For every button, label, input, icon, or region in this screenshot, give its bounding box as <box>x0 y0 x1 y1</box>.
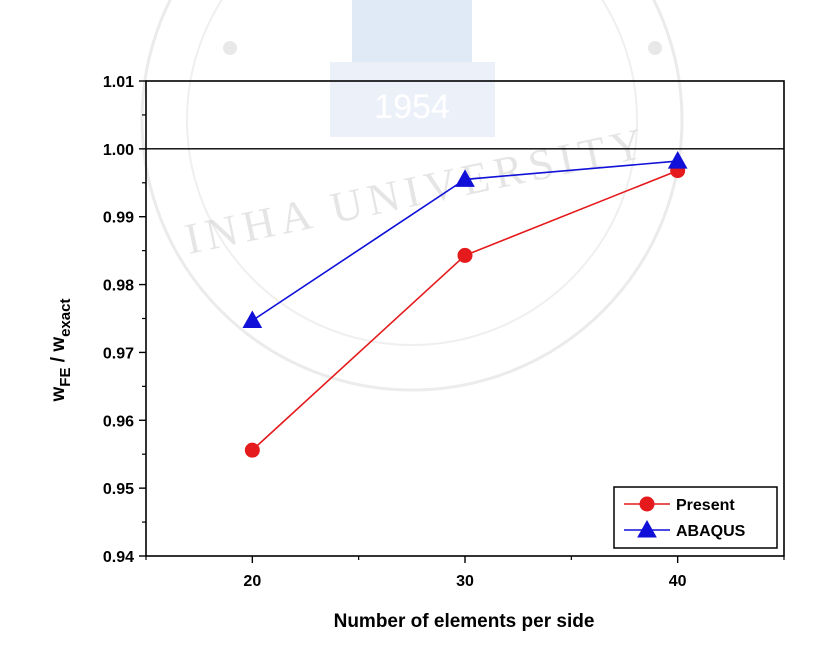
legend-label-abaqus: ABAQUS <box>676 523 746 540</box>
y-axis-title-w1: w <box>48 386 69 402</box>
plot-frame <box>145 80 785 557</box>
data-point-present <box>244 442 260 458</box>
legend-label-present: Present <box>676 497 735 514</box>
x-tick-label: 30 <box>456 573 474 590</box>
y-tick-label: 0.96 <box>103 413 134 430</box>
data-point-present <box>457 247 473 263</box>
y-tick-label: 0.94 <box>103 549 134 566</box>
data-point-abaqus <box>455 169 475 187</box>
y-tick-label: 0.98 <box>103 278 134 295</box>
data-point-abaqus <box>242 310 263 329</box>
legend-box <box>613 486 778 549</box>
y-tick-label: 1.01 <box>103 74 134 91</box>
x-axis-title: Number of elements per side <box>334 611 595 632</box>
legend-item-abaqus: ABAQUS <box>624 519 746 540</box>
y-tick-label: 0.99 <box>103 210 134 227</box>
y-axis-title-sub1: FE <box>57 368 74 387</box>
y-axis-title-sub2: exact <box>57 299 74 337</box>
y-tick-label: 0.97 <box>103 345 134 362</box>
legend-marker-present <box>639 496 655 512</box>
y-tick-label: 1.00 <box>103 142 134 159</box>
series-abaqus <box>242 151 688 329</box>
axes: 0.94 0.95 0.96 0.97 0.98 0.99 1.00 1.01 20 30 40 <box>103 74 785 590</box>
y-axis-title-w2: w <box>48 337 69 353</box>
x-tick-label: 20 <box>243 573 261 590</box>
legend-marker-abaqus <box>637 519 657 538</box>
legend: Present ABAQUS <box>613 486 778 549</box>
y-axis-title-sep: / <box>48 352 69 368</box>
series-line-present <box>251 169 678 451</box>
x-tick-label: 40 <box>669 573 687 590</box>
legend-item-present: Present <box>624 496 735 514</box>
data-point-abaqus <box>667 151 688 169</box>
series-layer <box>242 151 688 458</box>
y-tick-label: 0.95 <box>103 481 134 498</box>
series-present <box>244 163 686 458</box>
y-axis-title: wFE / wexact <box>48 299 74 403</box>
plot-border <box>145 80 785 557</box>
